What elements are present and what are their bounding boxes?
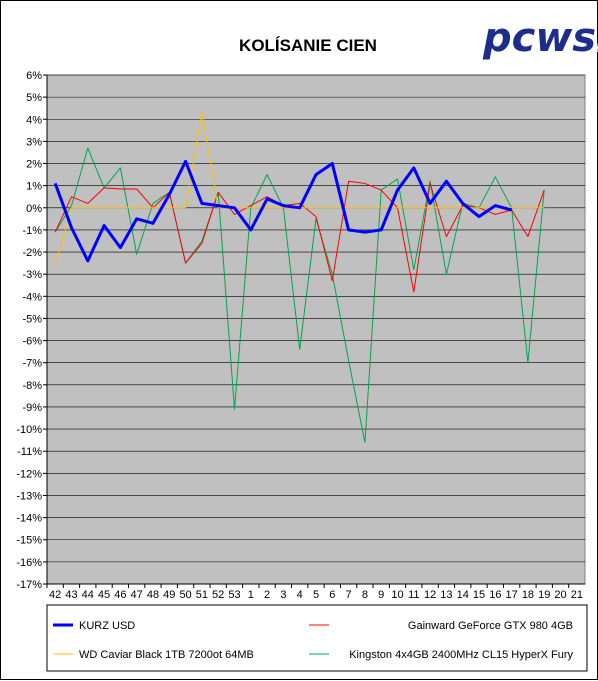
x-tick-label: 21 xyxy=(571,589,583,601)
legend: KURZ USD Gainward GeForce GTX 980 4GB WD C… xyxy=(53,620,573,661)
y-tick-label: -3% xyxy=(22,269,42,281)
x-tick-label: 18 xyxy=(522,589,534,601)
x-tick-label: 10 xyxy=(391,589,403,601)
x-tick-label: 9 xyxy=(378,589,384,601)
y-tick-label: -5% xyxy=(22,313,42,325)
y-tick-label: -2% xyxy=(22,247,42,259)
y-tick-label: -15% xyxy=(16,535,42,547)
x-tick-label: 51 xyxy=(196,589,208,601)
pcwsk-logo: pcwsk xyxy=(481,14,598,62)
x-tick-label: 49 xyxy=(163,589,175,601)
logo-text: pcwsk xyxy=(482,15,598,61)
y-tick-label: -4% xyxy=(22,291,42,303)
y-tick-label: 5% xyxy=(26,92,42,104)
x-tick-label: 45 xyxy=(98,589,110,601)
y-tick-label: -11% xyxy=(17,446,42,458)
y-tick-label: -9% xyxy=(22,402,42,414)
y-tick-label: -10% xyxy=(16,424,42,436)
y-tick-label: 2% xyxy=(26,159,42,171)
y-tick-label: -6% xyxy=(22,336,42,348)
y-tick-label: -16% xyxy=(16,557,42,569)
x-tick-label: 7 xyxy=(346,589,352,601)
x-tick-label: 4 xyxy=(297,589,303,601)
x-tick-label: 14 xyxy=(457,589,469,601)
y-tick-label: 3% xyxy=(26,136,42,148)
x-tick-label: 5 xyxy=(313,589,319,601)
legend-label: WD Caviar Black 1TB 7200ot 64MB xyxy=(79,649,254,661)
y-tick-label: -13% xyxy=(16,490,42,502)
x-tick-label: 11 xyxy=(408,589,419,601)
x-tick-label: 17 xyxy=(506,589,518,601)
x-tick-label: 48 xyxy=(147,589,159,601)
legend-label: KURZ USD xyxy=(79,620,135,632)
x-tick-label: 43 xyxy=(65,589,77,601)
x-tick-label: 52 xyxy=(212,589,224,601)
x-tick-label: 19 xyxy=(538,589,550,601)
legend-box xyxy=(46,604,588,672)
x-tick-label: 8 xyxy=(362,589,368,601)
x-tick-label: 53 xyxy=(228,589,240,601)
x-tick-label: 15 xyxy=(473,589,485,601)
x-tick-label: 12 xyxy=(424,589,436,601)
y-axis-tick-labels: 6% 5% 4% 3% 2% 1% 0% -1% -2% -3% -4% -5% -6% -7% -8% -9… xyxy=(16,70,42,591)
x-axis-tick-labels: 42 43 44 45 46 47 48 49 50 51 52 53 1 2 3 4 5 6 7 8 9 10 11 12 1… xyxy=(49,589,583,601)
x-tick-label: 3 xyxy=(280,589,286,601)
series-lines xyxy=(53,112,545,443)
x-tick-label: 44 xyxy=(82,589,94,601)
y-tick-label: -8% xyxy=(22,380,42,392)
x-tick-label: 6 xyxy=(329,589,335,601)
x-tick-label: 46 xyxy=(114,589,126,601)
series-line-0 xyxy=(53,159,512,263)
x-tick-label: 2 xyxy=(264,589,270,601)
y-tick-label: -14% xyxy=(16,513,42,525)
x-tick-label: 50 xyxy=(179,589,191,601)
x-tick-label: 16 xyxy=(489,589,501,601)
y-tick-label: -17% xyxy=(16,579,42,591)
x-tick-label: 42 xyxy=(49,589,61,601)
y-tick-label: 6% xyxy=(26,70,42,82)
legend-label: Kingston 4x4GB 2400MHz CL15 HyperX Fury xyxy=(349,649,573,661)
y-tick-label: -12% xyxy=(16,468,42,480)
y-tick-label: -1% xyxy=(22,225,42,237)
y-tick-label: 1% xyxy=(26,181,42,193)
x-tick-label: 20 xyxy=(554,589,566,601)
x-tick-label: 1 xyxy=(248,589,254,601)
plot-area xyxy=(46,74,586,585)
y-tick-label: 0% xyxy=(26,203,42,215)
legend-label: Gainward GeForce GTX 980 4GB xyxy=(408,620,573,632)
series-line-1 xyxy=(54,180,545,293)
x-tick-label: 13 xyxy=(440,589,452,601)
chart-title: KOLÍSANIE CIEN xyxy=(239,36,377,55)
x-tick-label: 47 xyxy=(131,589,143,601)
y-tick-label: -7% xyxy=(22,358,42,370)
y-tick-label: 4% xyxy=(26,114,42,126)
